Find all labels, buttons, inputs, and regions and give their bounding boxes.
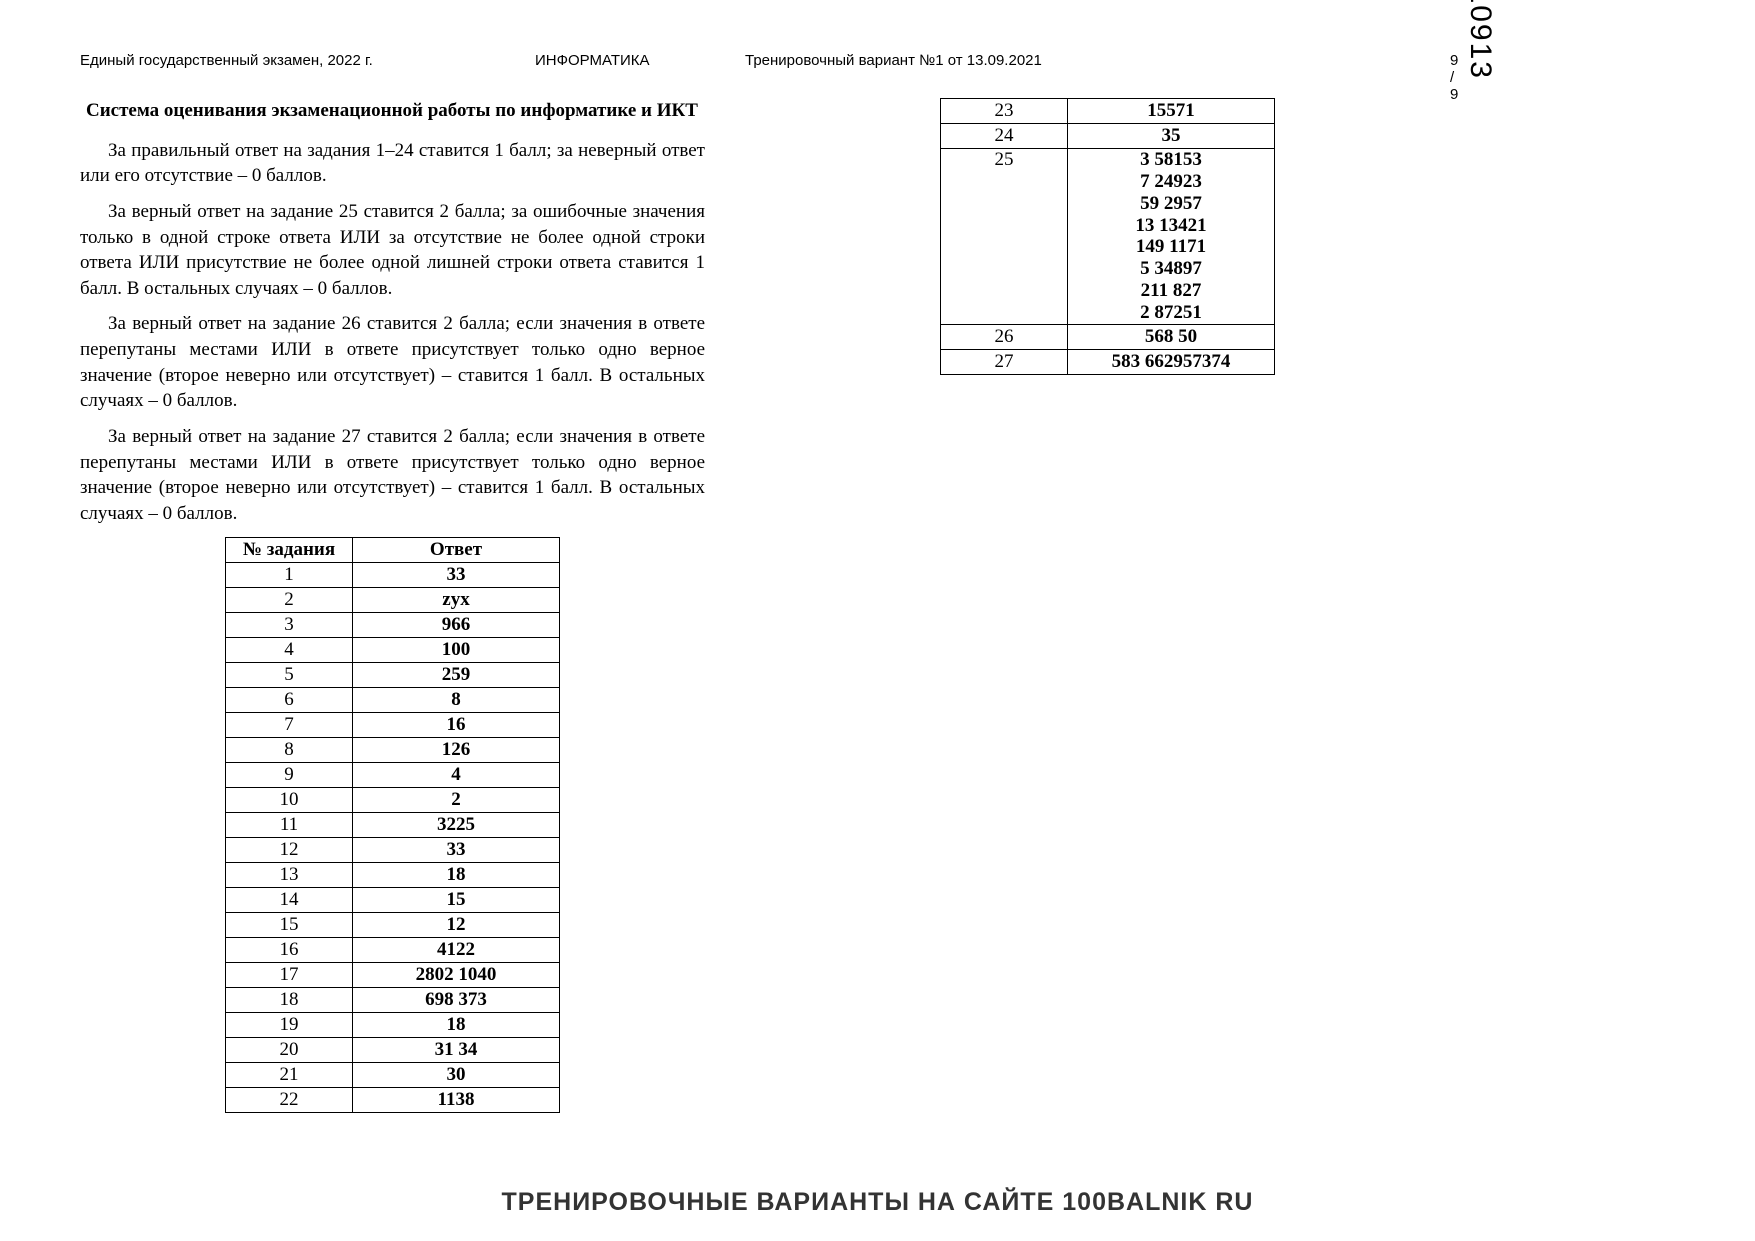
task-number: 6 bbox=[226, 687, 353, 712]
task-number: 20 bbox=[226, 1037, 353, 1062]
task-answer: 966 bbox=[353, 612, 560, 637]
table-row: 1918 bbox=[226, 1012, 560, 1037]
right-column: 23155712435253 58153 7 24923 59 2957 13 … bbox=[795, 92, 1420, 1113]
task-answer: 3225 bbox=[353, 812, 560, 837]
task-number: 21 bbox=[226, 1062, 353, 1087]
table-row: 27583 662957374 bbox=[941, 349, 1275, 374]
task-answer: 126 bbox=[353, 737, 560, 762]
paragraph: За верный ответ на задание 25 ставится 2… bbox=[80, 199, 705, 302]
table-row: 253 58153 7 24923 59 2957 13 13421 149 1… bbox=[941, 149, 1275, 325]
task-answer: 15 bbox=[353, 887, 560, 912]
table-row: 94 bbox=[226, 762, 560, 787]
table-row: 1233 bbox=[226, 837, 560, 862]
task-answer: 3 58153 7 24923 59 2957 13 13421 149 117… bbox=[1068, 149, 1275, 325]
task-number: 27 bbox=[941, 349, 1068, 374]
task-answer: 698 373 bbox=[353, 987, 560, 1012]
task-number: 5 bbox=[226, 662, 353, 687]
task-number: 13 bbox=[226, 862, 353, 887]
task-answer: 568 50 bbox=[1068, 324, 1275, 349]
task-number: 23 bbox=[941, 99, 1068, 124]
left-column: Система оценивания экзаменационной работ… bbox=[80, 92, 705, 1113]
table-row: 4100 bbox=[226, 637, 560, 662]
paragraph: За правильный ответ на задания 1–24 став… bbox=[80, 138, 705, 189]
task-number: 24 bbox=[941, 124, 1068, 149]
task-number: 11 bbox=[226, 812, 353, 837]
task-answer: 18 bbox=[353, 1012, 560, 1037]
task-number: 15 bbox=[226, 912, 353, 937]
task-number: 17 bbox=[226, 962, 353, 987]
paragraph: За верный ответ на задание 27 ставится 2… bbox=[80, 424, 705, 527]
task-number: 22 bbox=[226, 1087, 353, 1112]
task-answer: 16 bbox=[353, 712, 560, 737]
table-row: 68 bbox=[226, 687, 560, 712]
table-row: 5259 bbox=[226, 662, 560, 687]
table-row: 716 bbox=[226, 712, 560, 737]
col-header-task: № задания bbox=[226, 537, 353, 562]
header-variant: Тренировочный вариант №1 от 13.09.2021 bbox=[745, 52, 1042, 69]
task-answer: 33 bbox=[353, 562, 560, 587]
side-label: ТРЕНИРОВОЧНЫЙ КИМ № 210913 bbox=[1463, 0, 1497, 80]
header-left: Единый государственный экзамен, 2022 г. bbox=[80, 52, 373, 69]
paragraph: За верный ответ на задание 26 ставится 2… bbox=[80, 311, 705, 414]
footer-text: ТРЕНИРОВОЧНЫЕ ВАРИАНТЫ НА САЙТЕ 100BALNI… bbox=[0, 1188, 1755, 1217]
task-number: 19 bbox=[226, 1012, 353, 1037]
task-answer: 30 bbox=[353, 1062, 560, 1087]
task-number: 8 bbox=[226, 737, 353, 762]
task-answer: 35 bbox=[1068, 124, 1275, 149]
task-answer: 100 bbox=[353, 637, 560, 662]
table-row: 2435 bbox=[941, 124, 1275, 149]
task-answer: 8 bbox=[353, 687, 560, 712]
task-answer: 583 662957374 bbox=[1068, 349, 1275, 374]
table-row: 26568 50 bbox=[941, 324, 1275, 349]
header-subject: ИНФОРМАТИКА bbox=[535, 52, 650, 69]
task-answer: 2 bbox=[353, 787, 560, 812]
table-row: 133 bbox=[226, 562, 560, 587]
table-row: 221138 bbox=[226, 1087, 560, 1112]
table-row: 8126 bbox=[226, 737, 560, 762]
answers-table-left: № задания Ответ 1332zyx39664100525968716… bbox=[225, 537, 560, 1113]
table-row: 1512 bbox=[226, 912, 560, 937]
task-answer: 1138 bbox=[353, 1087, 560, 1112]
task-answer: 31 34 bbox=[353, 1037, 560, 1062]
table-row: 102 bbox=[226, 787, 560, 812]
task-number: 14 bbox=[226, 887, 353, 912]
table-row: 2zyx bbox=[226, 587, 560, 612]
table-row: 164122 bbox=[226, 937, 560, 962]
task-number: 25 bbox=[941, 149, 1068, 325]
table-row: 3966 bbox=[226, 612, 560, 637]
table-row: 113225 bbox=[226, 812, 560, 837]
answers-table-right: 23155712435253 58153 7 24923 59 2957 13 … bbox=[940, 98, 1275, 375]
task-number: 3 bbox=[226, 612, 353, 637]
task-number: 2 bbox=[226, 587, 353, 612]
task-number: 4 bbox=[226, 637, 353, 662]
task-number: 12 bbox=[226, 837, 353, 862]
task-answer: 33 bbox=[353, 837, 560, 862]
table-row: 1415 bbox=[226, 887, 560, 912]
task-number: 1 bbox=[226, 562, 353, 587]
task-answer: 18 bbox=[353, 862, 560, 887]
task-number: 16 bbox=[226, 937, 353, 962]
task-answer: 12 bbox=[353, 912, 560, 937]
task-answer: 15571 bbox=[1068, 99, 1275, 124]
task-number: 9 bbox=[226, 762, 353, 787]
table-row: 2315571 bbox=[941, 99, 1275, 124]
table-row: 18698 373 bbox=[226, 987, 560, 1012]
task-number: 10 bbox=[226, 787, 353, 812]
task-answer: 2802 1040 bbox=[353, 962, 560, 987]
table-head-row: № задания Ответ bbox=[226, 537, 560, 562]
task-number: 7 bbox=[226, 712, 353, 737]
section-title: Система оценивания экзаменационной работ… bbox=[86, 98, 705, 124]
table-row: 2031 34 bbox=[226, 1037, 560, 1062]
table-row: 172802 1040 bbox=[226, 962, 560, 987]
task-number: 26 bbox=[941, 324, 1068, 349]
col-header-answer: Ответ bbox=[353, 537, 560, 562]
task-answer: 259 bbox=[353, 662, 560, 687]
task-answer: 4 bbox=[353, 762, 560, 787]
task-answer: zyx bbox=[353, 587, 560, 612]
table-row: 2130 bbox=[226, 1062, 560, 1087]
table-row: 1318 bbox=[226, 862, 560, 887]
task-answer: 4122 bbox=[353, 937, 560, 962]
task-number: 18 bbox=[226, 987, 353, 1012]
